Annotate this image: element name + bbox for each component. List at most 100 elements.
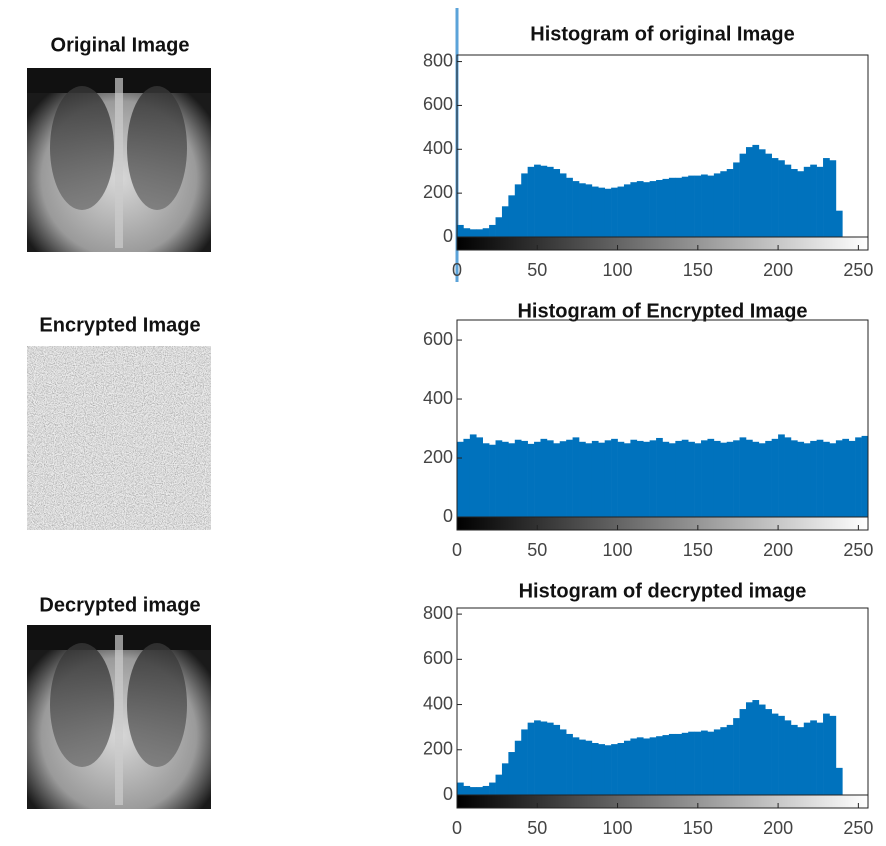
bar — [836, 768, 843, 795]
bar — [566, 440, 573, 517]
bar — [547, 167, 554, 237]
bar — [675, 441, 682, 517]
bar — [585, 741, 592, 795]
bar — [560, 173, 567, 237]
bar — [817, 440, 824, 517]
bar — [791, 169, 798, 237]
bar — [643, 738, 650, 795]
bar — [669, 734, 676, 795]
bar — [752, 700, 759, 795]
bar — [521, 729, 528, 795]
bar — [573, 181, 580, 237]
bar — [701, 440, 708, 517]
bar — [605, 189, 612, 237]
x-tick-label: 150 — [683, 260, 713, 280]
bar — [675, 178, 682, 237]
bar — [772, 439, 779, 517]
bar — [650, 440, 657, 517]
image-title: Decrypted image — [39, 594, 200, 616]
figure: Original Image Encrypted Image Decrypted… — [0, 0, 886, 841]
bar — [804, 443, 811, 517]
bar — [817, 723, 824, 795]
bar — [836, 440, 843, 517]
bar — [765, 441, 772, 517]
bar — [508, 752, 515, 795]
bar — [534, 720, 541, 795]
bar — [476, 787, 483, 795]
x-tick-label: 100 — [603, 540, 633, 560]
bar — [502, 442, 509, 517]
bar — [714, 729, 721, 795]
bar — [496, 217, 503, 237]
bar — [643, 182, 650, 237]
bar — [573, 437, 580, 517]
bar — [804, 167, 811, 237]
bar — [618, 442, 625, 517]
chart-title: Histogram of decrypted image — [519, 580, 807, 602]
image-title: Encrypted Image — [39, 314, 200, 336]
bar — [675, 734, 682, 795]
bar — [759, 705, 766, 795]
bar — [476, 437, 483, 517]
bar — [566, 734, 573, 795]
bar — [778, 160, 785, 237]
bar — [797, 171, 804, 237]
bar — [496, 775, 503, 795]
bar — [553, 169, 560, 237]
bar — [778, 716, 785, 795]
bar — [521, 441, 528, 517]
image-title: Original Image — [51, 34, 190, 56]
bar — [534, 442, 541, 517]
x-tick-label: 0 — [452, 818, 462, 838]
bar — [855, 437, 862, 517]
bar — [810, 720, 817, 795]
bar — [785, 437, 792, 517]
bar — [598, 443, 605, 517]
bar — [759, 149, 766, 237]
bar — [618, 743, 625, 795]
bar — [547, 440, 554, 517]
bar — [707, 732, 714, 795]
bar — [624, 443, 631, 517]
bar — [630, 182, 637, 237]
x-tick-label: 50 — [527, 818, 547, 838]
bar — [611, 439, 618, 517]
y-tick-label: 400 — [423, 138, 453, 158]
bar — [772, 158, 779, 237]
bar — [720, 727, 727, 795]
bar — [740, 709, 747, 795]
y-tick-label: 600 — [423, 329, 453, 349]
bar — [489, 225, 496, 237]
bar — [733, 440, 740, 517]
bar — [669, 443, 676, 517]
bar — [579, 183, 586, 237]
bar — [618, 187, 625, 237]
colorbar — [457, 517, 868, 530]
bar — [630, 440, 637, 517]
bar — [579, 740, 586, 795]
y-tick-label: 800 — [423, 50, 453, 70]
x-tick-label: 250 — [843, 540, 873, 560]
bar — [630, 738, 637, 795]
bar — [797, 727, 804, 795]
bar — [483, 786, 490, 795]
y-tick-label: 800 — [423, 603, 453, 623]
bar — [663, 442, 670, 517]
bar — [714, 441, 721, 517]
bar — [470, 787, 477, 795]
x-tick-label: 150 — [683, 818, 713, 838]
bar — [515, 184, 522, 237]
y-tick-label: 200 — [423, 182, 453, 202]
bar — [842, 439, 849, 517]
bar — [624, 741, 631, 795]
bar — [701, 731, 708, 795]
bar — [733, 718, 740, 795]
bar — [765, 154, 772, 237]
bar — [483, 228, 490, 237]
x-tick-label: 100 — [603, 260, 633, 280]
bar — [592, 187, 599, 237]
x-tick-label: 250 — [843, 818, 873, 838]
bar — [656, 736, 663, 795]
bar — [720, 443, 727, 517]
bar — [656, 180, 663, 237]
